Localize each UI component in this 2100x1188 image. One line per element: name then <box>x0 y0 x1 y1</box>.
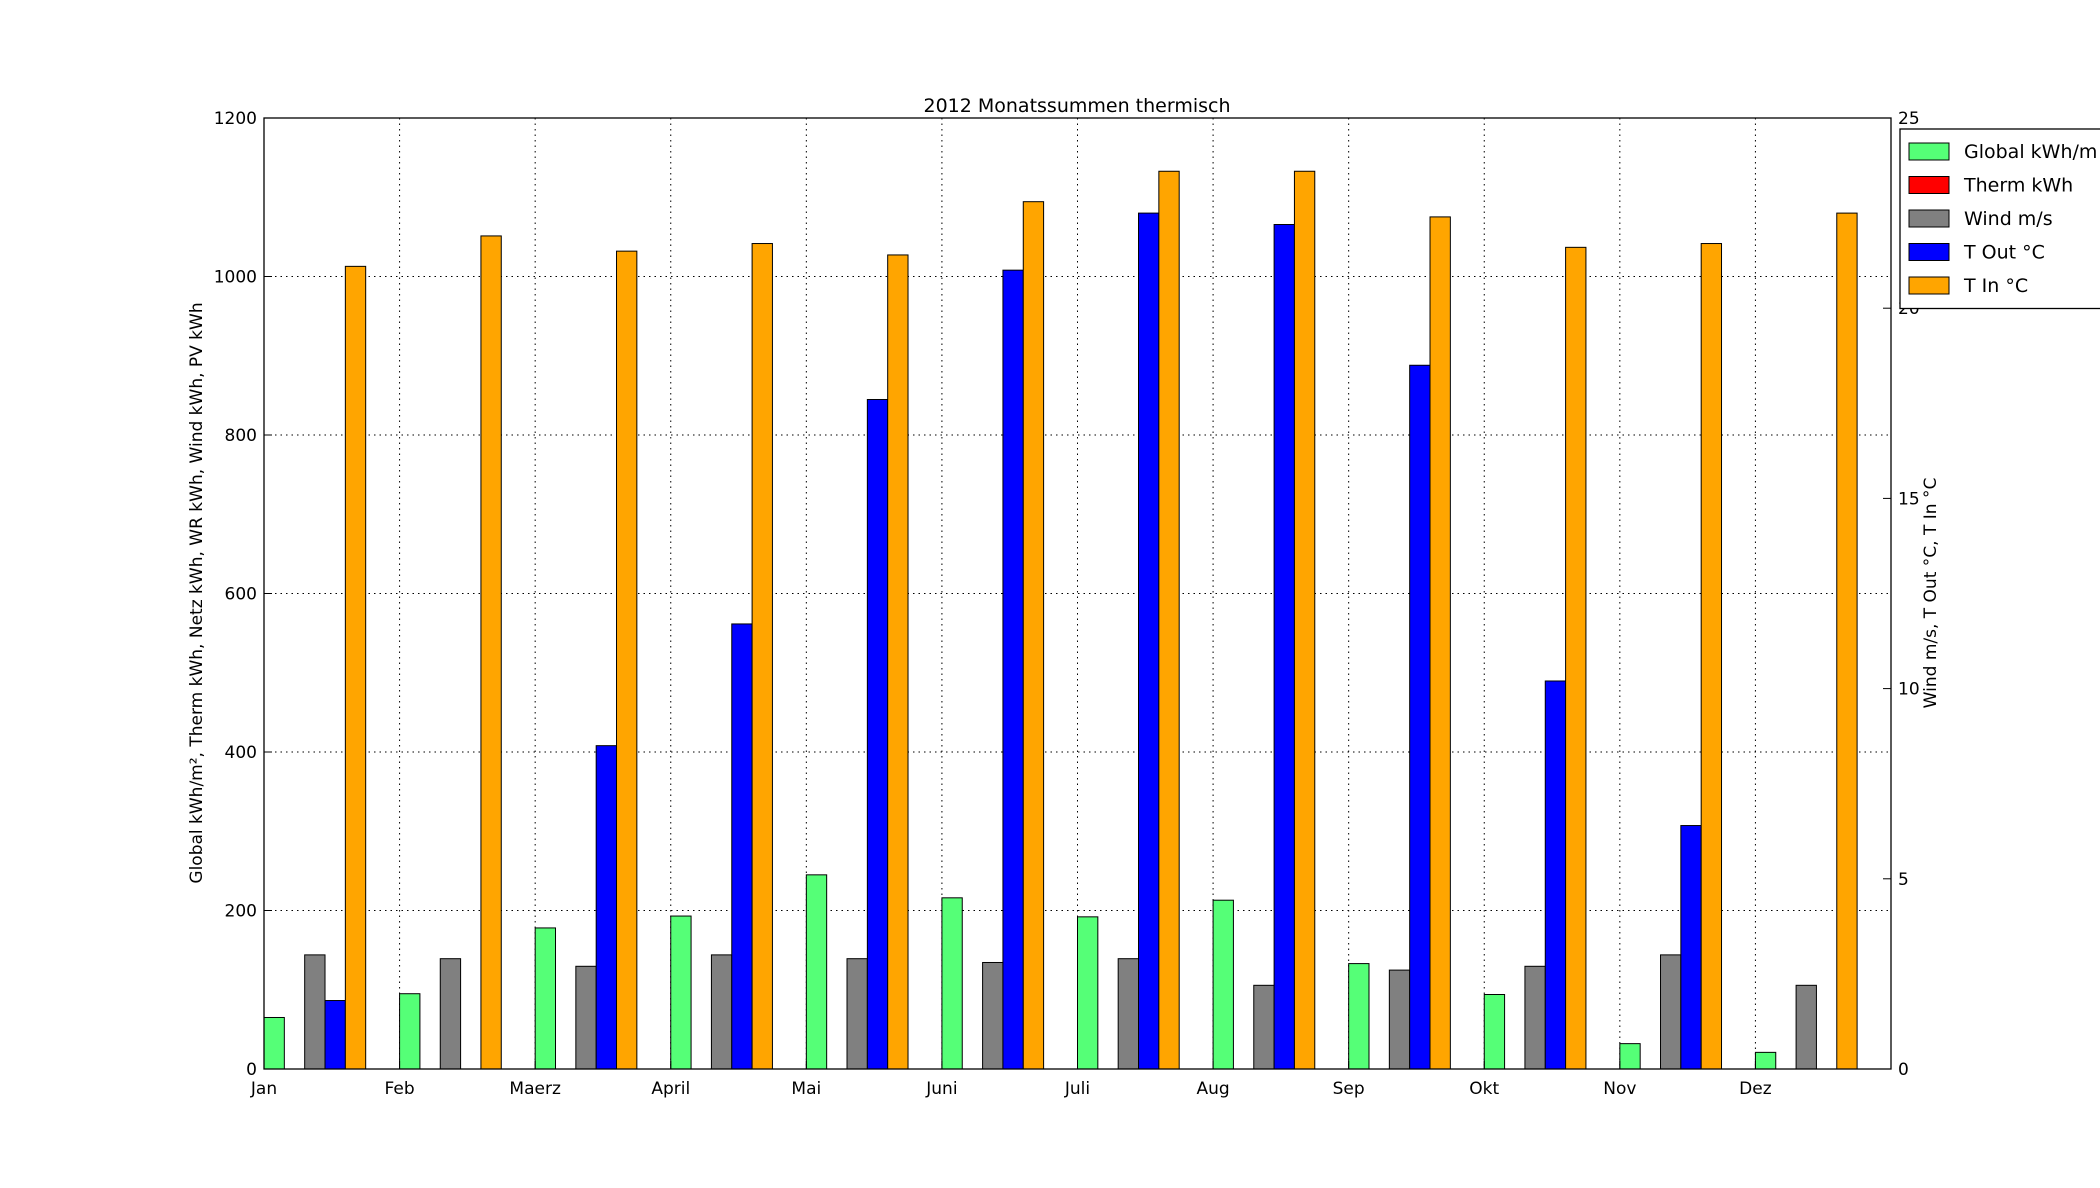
bar-t-aug <box>1293 170 1316 1070</box>
legend-label-0: Global kWh/m <box>1964 141 2097 163</box>
x-tick-label-dez: Dez <box>1739 1079 1772 1099</box>
x-tick-label-juli: Juli <box>1064 1079 1090 1099</box>
bar-global-juli <box>1077 916 1099 1070</box>
bar-global-sep <box>1348 963 1370 1070</box>
bar-t-okt <box>1544 680 1567 1070</box>
legend: Global kWh/m Therm kWh Wind m/s T Out °C T I… <box>1899 128 2100 310</box>
bar-global-juni <box>941 897 963 1070</box>
bar-global-nov <box>1619 1043 1641 1070</box>
y-right-tick-label-0: 0 <box>1898 1060 1909 1080</box>
bar-global-maerz <box>534 927 557 1070</box>
chart-title: 2012 Monatssummen thermisch <box>923 95 1230 117</box>
bar-wind-okt <box>1524 965 1546 1070</box>
x-tick-label-aug: Aug <box>1196 1079 1229 1099</box>
bar-global-feb <box>399 993 421 1070</box>
bar-t-sep <box>1409 364 1431 1070</box>
bar-t-juli <box>1158 170 1180 1070</box>
y-axis-label-right: Wind m/s, T Out °C, T In °C <box>1921 478 1941 709</box>
bar-wind-jan <box>304 954 326 1070</box>
bar-t-juni <box>1022 201 1045 1070</box>
bar-t-mai <box>866 398 889 1070</box>
bar-global-april <box>670 915 692 1070</box>
x-tick-label-mai: Mai <box>791 1079 821 1099</box>
bar-t-mai <box>887 254 909 1070</box>
bar-t-feb <box>480 235 502 1070</box>
bar-t-juni <box>1002 269 1024 1070</box>
y-left-tick-label-1: 200 <box>225 902 257 922</box>
bar-global-okt <box>1483 994 1506 1070</box>
bar-wind-aug <box>1253 984 1275 1070</box>
bar-t-april <box>751 243 773 1070</box>
legend-label-2: Wind m/s <box>1964 208 2053 230</box>
bar-wind-nov <box>1660 954 1682 1070</box>
x-tick-label-feb: Feb <box>385 1079 415 1099</box>
bar-t-maerz <box>616 250 638 1070</box>
y-right-tick-label-2: 10 <box>1898 680 1920 700</box>
bar-t-nov <box>1680 825 1702 1070</box>
bar-wind-dez <box>1795 984 1817 1070</box>
x-tick-label-okt: Okt <box>1469 1079 1499 1099</box>
bar-t-sep <box>1429 216 1451 1070</box>
legend-label-4: T In °C <box>1963 275 2028 297</box>
bar-t-aug <box>1273 224 1295 1070</box>
y-left-tick-label-5: 1000 <box>214 268 257 288</box>
bar-wind-feb <box>439 958 462 1070</box>
bar-t-nov <box>1700 243 1723 1070</box>
bar-global-dez <box>1754 1051 1777 1070</box>
legend-swatch-1 <box>1908 176 1950 194</box>
bar-wind-maerz <box>575 965 597 1070</box>
bar-wind-mai <box>846 958 868 1070</box>
bar-wind-april <box>710 954 733 1070</box>
x-tick-label-maerz: Maerz <box>509 1079 561 1099</box>
x-tick-label-april: April <box>651 1079 690 1099</box>
x-tick-label-jan: Jan <box>250 1079 277 1099</box>
y-left-tick-label-3: 600 <box>225 585 257 605</box>
y-left-tick-label-4: 800 <box>225 426 257 446</box>
bar-t-maerz <box>595 745 618 1070</box>
bar-t-dez <box>1836 212 1858 1070</box>
y-left-tick-label-2: 400 <box>225 743 257 763</box>
legend-swatch-0 <box>1908 142 1950 161</box>
bar-t-jan <box>324 1000 346 1070</box>
bar-wind-juli <box>1117 958 1140 1070</box>
legend-label-1: Therm kWh <box>1963 175 2073 197</box>
bars <box>263 170 1858 1070</box>
legend-label-3: T Out °C <box>1963 242 2045 264</box>
legend-swatch-4 <box>1908 276 1950 295</box>
x-tick-label-nov: Nov <box>1603 1079 1636 1099</box>
y-right-tick-label-5: 25 <box>1898 109 1920 129</box>
bar-t-juli <box>1138 212 1160 1070</box>
x-tick-label-sep: Sep <box>1333 1079 1365 1099</box>
legend-swatch-3 <box>1908 243 1950 261</box>
bar-t-jan <box>344 265 367 1070</box>
y-right-tick-label-3: 15 <box>1898 489 1920 509</box>
bar-wind-sep <box>1388 969 1411 1070</box>
bar-t-okt <box>1565 246 1587 1070</box>
bar-t-april <box>731 623 753 1070</box>
bar-global-jan <box>263 1016 285 1070</box>
x-tick-label-juni: Juni <box>925 1079 957 1099</box>
y-left-tick-label-6: 1200 <box>214 109 257 129</box>
bar-wind-juni <box>982 961 1004 1070</box>
bar-global-mai <box>805 874 828 1070</box>
y-right-tick-label-1: 5 <box>1898 870 1909 890</box>
bar-global-aug <box>1212 899 1234 1070</box>
legend-swatch-2 <box>1908 209 1950 228</box>
y-axis-label-left: Global kWh/m², Therm kWh, Netz kWh, WR k… <box>187 302 207 883</box>
y-left-tick-label-0: 0 <box>246 1060 257 1080</box>
